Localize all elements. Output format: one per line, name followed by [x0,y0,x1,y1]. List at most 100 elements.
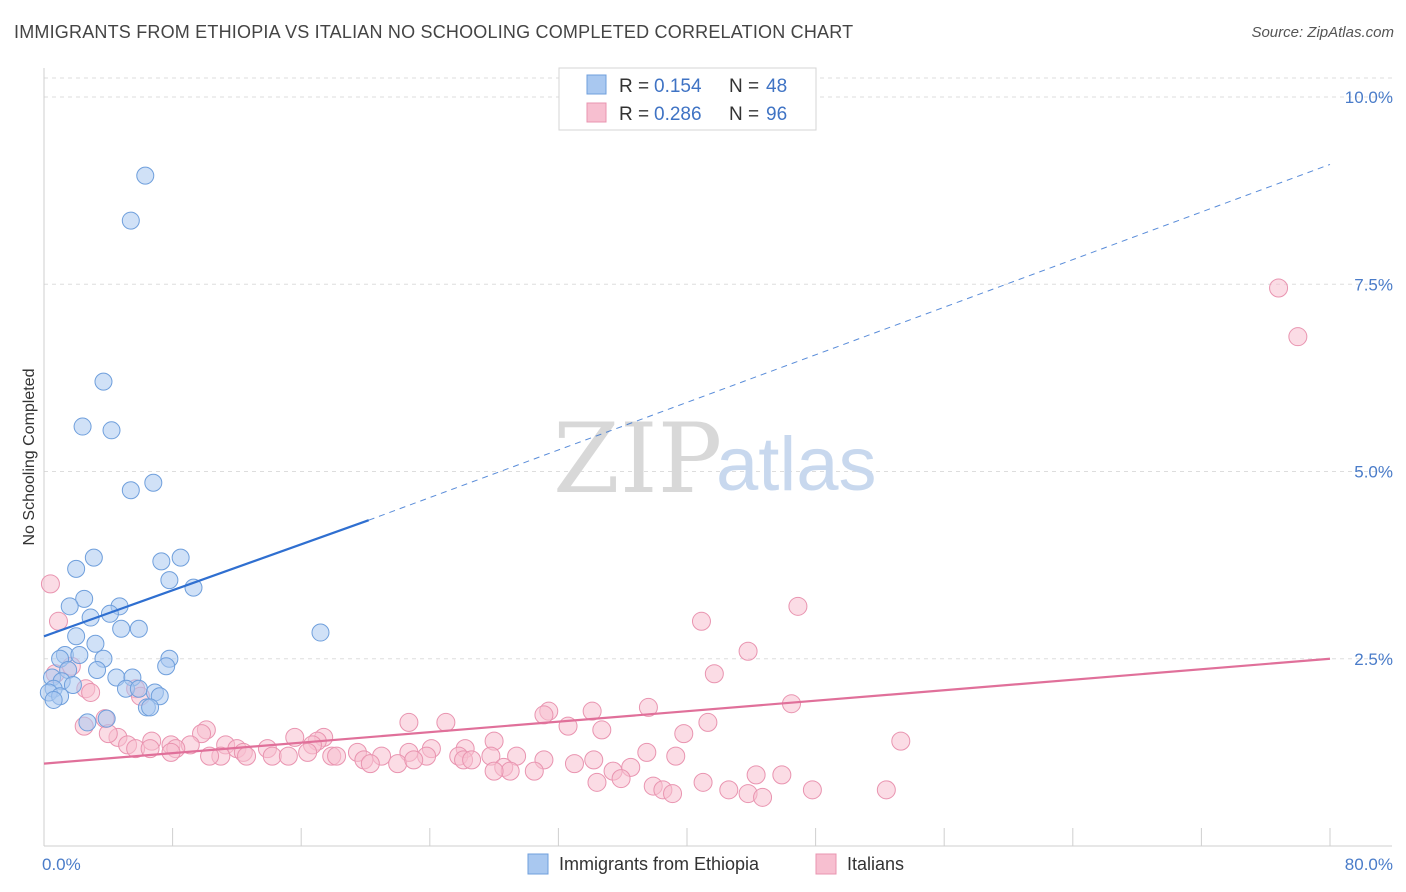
ethiopia-point [97,709,116,728]
axes [43,68,1392,847]
italians-points [40,278,1308,807]
italians-point [484,761,504,781]
italians-point [564,754,584,774]
y-axis-label: No Schooling Completed [21,369,38,546]
italians-point [278,746,298,766]
italians-point [802,780,822,800]
italians-point [1269,278,1289,298]
italians-point [584,750,604,770]
y-tick-label: 5.0% [1354,463,1393,482]
italians-point [772,765,792,785]
ethiopia-points [39,166,330,732]
ethiopia-trendline-extension [368,163,1331,521]
ethiopia-point [67,627,86,646]
ethiopia-point [86,634,105,653]
bottom-legend-label-italians: Italians [847,854,904,874]
italians-point [719,780,739,800]
ethiopia-point [144,473,163,492]
ethiopia-point [84,548,103,567]
ethiopia-point [311,623,330,642]
italians-point [500,761,520,781]
legend-swatch-italians [586,102,607,123]
legend-swatch-ethiopia [586,74,607,95]
italians-point [404,750,424,770]
italians-point [698,712,718,732]
ethiopia-point [129,619,148,638]
legend-r-value-ethiopia: 0.154 [654,76,702,97]
italians-point [48,611,68,631]
italians-point [462,750,482,770]
ethiopia-trendline [43,519,370,638]
watermark-zip: ZIP [553,403,722,515]
ethiopia-point [157,657,176,676]
italians-point [891,731,911,751]
bottom-legend-label-ethiopia: Immigrants from Ethiopia [559,854,760,874]
italians-point [534,705,554,725]
italians-point [81,682,101,702]
bottom-legend-swatch-ethiopia [527,853,549,875]
italians-point [666,746,686,766]
italians-point [327,746,347,766]
bottom-legend-swatch-italians [815,853,837,875]
chart-source: Source: ZipAtlas.com [1251,24,1394,41]
ethiopia-point [160,571,179,590]
ethiopia-point [44,690,63,709]
watermark: ZIP atlas [553,403,877,515]
ethiopia-point [121,481,140,500]
italians-point [262,746,282,766]
italians-point [611,769,631,789]
ethiopia-point [129,679,148,698]
ethiopia-point [78,713,97,732]
italians-point [360,754,380,774]
legend-r-label-ethiopia: R = [619,76,649,97]
italians-point [436,712,456,732]
italians-point [674,724,694,744]
x-tick-marks [43,828,1331,846]
bottom-legend: Immigrants from Ethiopia Italians [527,853,904,875]
x-tick-label-min: 0.0% [42,855,81,874]
x-tick-label-max: 80.0% [1345,855,1393,874]
watermark-atlas: atlas [716,422,877,507]
italians-point [876,780,896,800]
ethiopia-point [63,675,82,694]
trendlines [43,163,1331,765]
ethiopia-point [88,660,107,679]
italians-point [237,746,257,766]
italians-point [691,611,711,631]
italians-point [192,724,212,744]
chart-title: IMMIGRANTS FROM ETHIOPIA VS ITALIAN NO S… [14,22,854,42]
y-tick-label: 2.5% [1354,650,1393,669]
y-tick-labels: 2.5% 5.0% 7.5% 10.0% [1345,88,1393,669]
ethiopia-point [75,589,94,608]
ethiopia-point [112,619,131,638]
ethiopia-point [121,211,140,230]
legend-n-label-italians: N = [729,104,759,125]
legend-r-label-italians: R = [619,104,649,125]
italians-point [524,761,544,781]
ethiopia-point [94,372,113,391]
legend-n-value-ethiopia: 48 [766,76,787,97]
italians-point [40,574,60,594]
italians-point [582,701,602,721]
ethiopia-point [60,597,79,616]
italians-point [704,664,724,684]
italians-point [298,742,318,762]
italians-point [638,697,658,717]
italians-trendline [43,657,1331,765]
legend-n-label-ethiopia: N = [729,76,759,97]
y-tick-label: 7.5% [1354,275,1393,294]
ethiopia-point [73,417,92,436]
ethiopia-point [70,646,89,665]
italians-point [140,739,160,759]
italians-point [693,772,713,792]
top-legend: R = 0.154 N = 48 R = 0.286 N = 96 [558,67,817,131]
legend-r-value-italians: 0.286 [654,104,702,125]
y-tick-label: 10.0% [1345,88,1393,107]
italians-point [399,712,419,732]
legend-n-value-italians: 96 [766,104,787,125]
ethiopia-point [141,698,160,717]
italians-point [788,596,808,616]
italians-point [637,742,657,762]
ethiopia-point [171,548,190,567]
